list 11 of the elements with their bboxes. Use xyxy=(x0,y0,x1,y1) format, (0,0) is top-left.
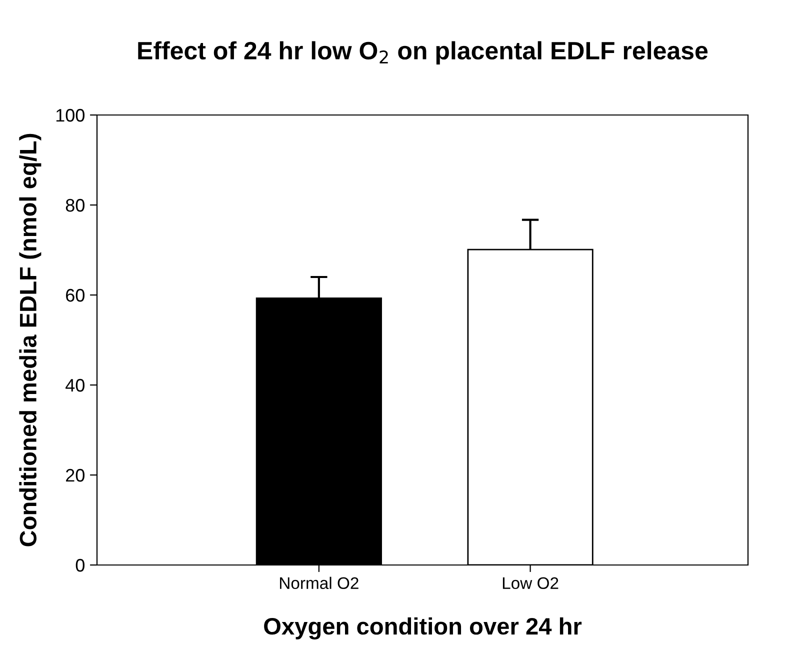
y-axis-title: Conditioned media EDLF (nmol eq/L) xyxy=(19,134,42,546)
chart-title: Effect of 24 hr low O$_{2}$ on placental EDLF release xyxy=(138,41,708,64)
y-tick-label: 40 xyxy=(66,378,84,392)
y-tick-label: 0 xyxy=(76,558,84,572)
x-axis-title: Oxygen condition over 24 hr xyxy=(264,617,582,640)
y-tick-label: 60 xyxy=(66,288,84,302)
y-tick-label: 20 xyxy=(66,468,84,482)
y-tick-label: 100 xyxy=(56,108,84,122)
x-tick-label: Low O2 xyxy=(502,577,558,590)
x-tick-label: Normal O2 xyxy=(280,576,358,590)
y-tick-label: 80 xyxy=(66,198,84,212)
